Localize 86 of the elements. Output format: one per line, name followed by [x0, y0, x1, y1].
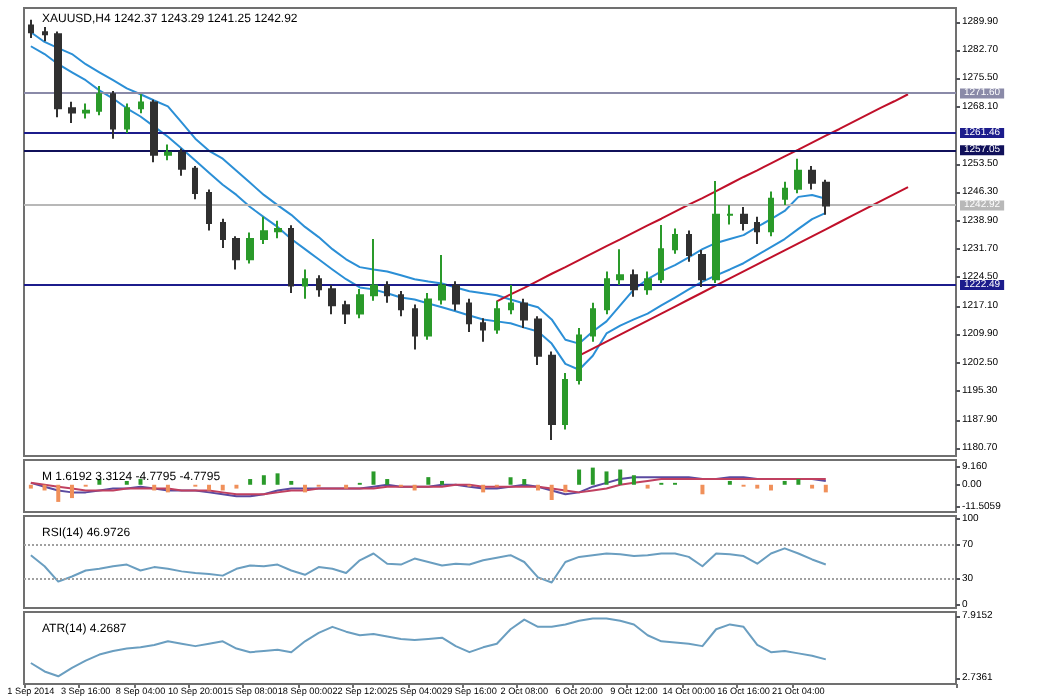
- candlestick: [42, 26, 48, 43]
- candlestick: [822, 178, 830, 216]
- candlestick: [616, 248, 624, 287]
- candlestick: [768, 190, 774, 238]
- bar: [563, 484, 568, 493]
- candlestick: [206, 188, 212, 232]
- candlestick: [96, 85, 102, 117]
- candlestick: [630, 268, 638, 298]
- candlestick: [68, 100, 76, 125]
- bar: [796, 479, 801, 485]
- candlestick: [124, 102, 130, 134]
- line-series: [29, 547, 827, 584]
- bar: [248, 479, 253, 485]
- candlestick: [412, 303, 418, 351]
- bar: [426, 477, 431, 485]
- line-series: [29, 617, 827, 678]
- bar: [481, 484, 486, 493]
- candlestick: [644, 270, 652, 296]
- candlestick: [246, 231, 254, 265]
- candlestick: [808, 165, 816, 191]
- candlestick: [178, 147, 186, 177]
- candlestick: [590, 301, 596, 343]
- candlestick: [726, 204, 734, 226]
- candlestick: [686, 229, 692, 263]
- candlestick: [520, 297, 528, 329]
- candlestick: [138, 93, 144, 115]
- candlestick: [398, 289, 404, 318]
- bar: [385, 479, 390, 485]
- candlestick: [452, 280, 460, 312]
- candlestick: [562, 371, 568, 431]
- candlestick: [342, 299, 350, 326]
- candlestick: [356, 287, 364, 320]
- candlestick: [424, 291, 432, 341]
- candlestick: [466, 297, 472, 333]
- line-series: [578, 186, 910, 357]
- candlestick: [548, 350, 556, 441]
- bar: [275, 473, 280, 485]
- candlestick: [28, 18, 34, 40]
- bar: [371, 471, 376, 485]
- candlestick: [302, 268, 308, 300]
- candlestick: [54, 30, 62, 119]
- candlestick: [782, 180, 788, 207]
- candlestick: [220, 217, 226, 249]
- candlestick: [740, 206, 748, 232]
- candlestick: [192, 165, 198, 201]
- candlestick: [164, 143, 172, 162]
- bar: [138, 479, 143, 485]
- candlestick: [110, 90, 116, 140]
- candlestick: [82, 102, 90, 120]
- bar: [522, 479, 527, 485]
- candlestick: [604, 270, 610, 316]
- candlestick: [328, 284, 336, 316]
- bar: [823, 484, 828, 493]
- candlestick: [316, 274, 322, 298]
- candlestick: [658, 223, 664, 285]
- candlestick: [150, 98, 158, 164]
- bar: [618, 469, 623, 485]
- candlestick: [794, 157, 802, 195]
- candlestick: [672, 227, 678, 255]
- bar: [56, 484, 61, 502]
- candlestick: [232, 235, 240, 271]
- bar: [590, 467, 595, 485]
- bar: [302, 484, 307, 493]
- bar: [261, 475, 266, 485]
- candlestick: [576, 327, 582, 386]
- bar: [165, 484, 170, 493]
- bar: [631, 475, 636, 485]
- bar: [700, 484, 705, 495]
- line-series: [495, 93, 910, 303]
- bar: [604, 471, 609, 485]
- candlestick: [370, 238, 378, 302]
- candlestick: [384, 280, 390, 304]
- candlestick: [712, 179, 720, 285]
- candlestick: [438, 254, 446, 306]
- candlestick: [534, 315, 542, 367]
- candlestick: [508, 284, 514, 316]
- bar: [69, 484, 74, 499]
- candlestick: [260, 215, 268, 246]
- candlestick: [480, 317, 486, 343]
- candlestick: [494, 299, 500, 335]
- candlestick: [698, 248, 706, 289]
- bar: [577, 469, 582, 485]
- candlestick: [288, 224, 294, 294]
- bar: [549, 484, 554, 500]
- candlestick: [274, 219, 282, 240]
- candlestick: [754, 215, 760, 246]
